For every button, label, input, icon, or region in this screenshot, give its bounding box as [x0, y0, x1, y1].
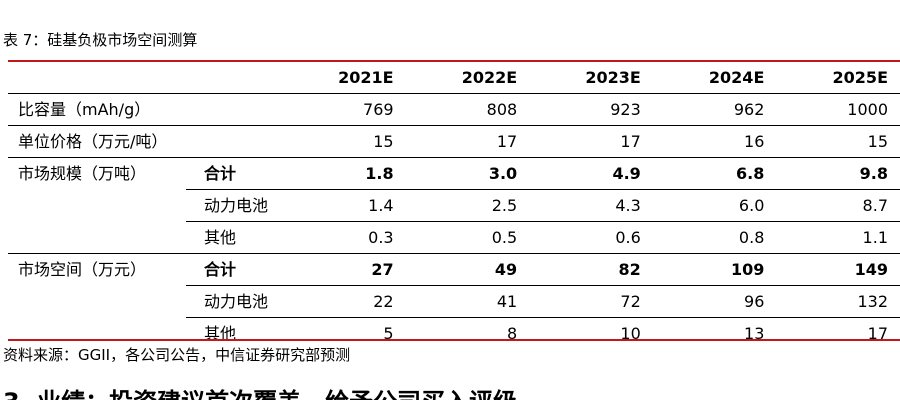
value-cell: 1.1 [776, 221, 900, 254]
table-bottom-rule [8, 339, 900, 341]
row-sublabel: 合计 [186, 253, 282, 286]
row-sublabel [186, 93, 282, 126]
value-cell: 6.8 [652, 157, 777, 190]
value-cell: 109 [652, 253, 777, 286]
value-cell: 2.5 [405, 189, 530, 222]
value-cell: 17 [405, 125, 530, 158]
column-header: 2023E [529, 62, 653, 94]
value-cell: 769 [282, 93, 406, 126]
value-cell: 0.3 [282, 221, 406, 254]
row-label [8, 286, 186, 318]
value-cell: 96 [652, 285, 777, 318]
value-cell: 9.8 [776, 157, 900, 190]
column-header: 2025E [776, 62, 900, 94]
table-top-rule [8, 60, 900, 62]
value-cell: 132 [776, 285, 900, 318]
row-label [8, 190, 186, 222]
row-label [8, 221, 186, 254]
value-cell: 923 [529, 93, 653, 126]
value-cell: 15 [776, 125, 900, 158]
row-sublabel: 其他 [204, 324, 237, 343]
value-cell: 0.5 [405, 221, 530, 254]
market-estimate-table: 2021E 2022E 2023E 2024E 2025E 比容量（mAh/g）… [8, 62, 900, 349]
value-cell: 16 [652, 125, 777, 158]
value-cell: 4.9 [529, 157, 653, 190]
value-cell: 4.3 [529, 189, 653, 222]
value-cell: 41 [405, 285, 530, 318]
value-cell: 3.0 [405, 157, 530, 190]
value-cell: 8 [507, 324, 518, 343]
table-row: 其他 0.3 0.5 0.6 0.8 1.1 [8, 221, 900, 254]
value-cell: 15 [282, 125, 406, 158]
value-cell: 10 [620, 324, 641, 343]
value-cell: 8.7 [776, 189, 900, 222]
row-sublabel: 动力电池 [186, 285, 282, 318]
value-cell: 27 [282, 253, 406, 286]
value-cell: 13 [744, 324, 765, 343]
value-cell: 1.4 [282, 189, 406, 222]
column-header: 2022E [405, 62, 530, 94]
value-cell: 82 [529, 253, 653, 286]
table-row: 市场规模（万吨） 合计 1.8 3.0 4.9 6.8 9.8 [8, 157, 900, 190]
row-label: 比容量（mAh/g） [8, 93, 186, 126]
table-row: 其他 5 8 10 13 17 [8, 318, 900, 350]
row-sublabel: 动力电池 [186, 189, 282, 222]
value-cell: 1000 [776, 93, 900, 126]
column-header: 2021E [282, 62, 406, 94]
row-label: 市场空间（万元） [18, 260, 147, 280]
header-blank-cell [8, 62, 186, 94]
table-row: 动力电池 1.4 2.5 4.3 6.0 8.7 [8, 189, 900, 222]
value-cell: 72 [529, 285, 653, 318]
row-sublabel: 合计 [186, 157, 282, 190]
value-cell: 6.0 [652, 189, 777, 222]
value-cell: 17 [867, 324, 888, 343]
value-cell: 1.8 [282, 157, 406, 190]
value-cell: 22 [282, 285, 406, 318]
value-cell: 808 [405, 93, 530, 126]
table-row: 市场空间（万元） 合计 27 49 82 109 149 [8, 253, 900, 286]
table-header-row: 2021E 2022E 2023E 2024E 2025E [8, 62, 900, 94]
value-cell: 0.6 [529, 221, 653, 254]
table-row: 比容量（mAh/g） 769 808 923 962 1000 [8, 93, 900, 126]
value-cell: 962 [652, 93, 777, 126]
value-cell: 149 [776, 253, 900, 286]
row-sublabel: 其他 [186, 221, 282, 254]
value-cell: 0.8 [652, 221, 777, 254]
row-sublabel [186, 125, 282, 158]
column-header: 2024E [652, 62, 777, 94]
row-label: 市场规模（万吨） [18, 164, 147, 184]
table-row: 单位价格（万元/吨） 15 17 17 16 15 [8, 125, 900, 158]
source-note: 资料来源：GGII，各公司公告，中信证券研究部预测 [3, 346, 351, 364]
value-cell: 49 [405, 253, 530, 286]
table-row: 动力电池 22 41 72 96 132 [8, 285, 900, 318]
next-section-heading: 3. 业绩：投资建议首次覆盖，给予公司买入评级 [3, 387, 517, 400]
value-cell: 17 [529, 125, 653, 158]
value-cell: 5 [383, 324, 394, 343]
header-blank-cell [186, 62, 282, 94]
row-label: 单位价格（万元/吨） [8, 125, 186, 158]
table-caption: 表 7：硅基负极市场空间测算 [3, 31, 198, 49]
